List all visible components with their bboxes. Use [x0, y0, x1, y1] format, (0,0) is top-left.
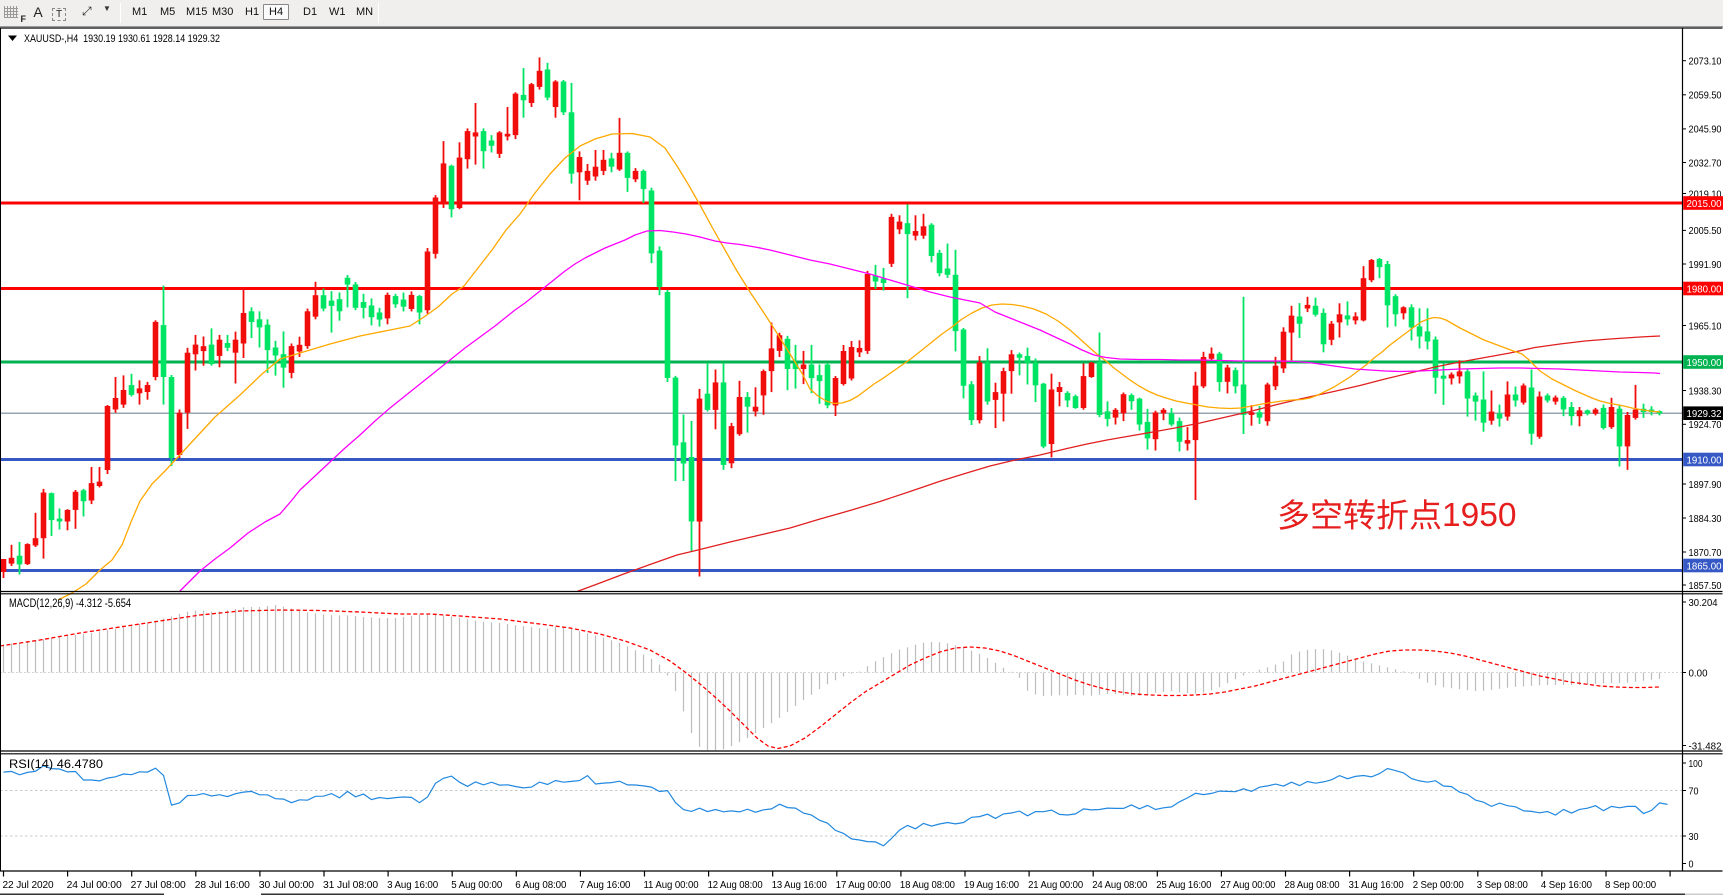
svg-text:1980.00: 1980.00 — [1687, 284, 1722, 295]
svg-text:-31.482: -31.482 — [1689, 741, 1722, 752]
svg-text:1870.70: 1870.70 — [1689, 548, 1722, 559]
svg-text:1857.50: 1857.50 — [1689, 581, 1722, 592]
svg-text:8 Sep 00:00: 8 Sep 00:00 — [1605, 880, 1657, 891]
svg-text:1950: 1950 — [1442, 497, 1517, 534]
svg-text:24 Jul 00:00: 24 Jul 00:00 — [67, 880, 123, 891]
svg-text:7 Aug 16:00: 7 Aug 16:00 — [579, 880, 631, 891]
svg-text:XAUUSD-,H4 1930.19 1930.61 19: XAUUSD-,H4 1930.19 1930.61 1928.14 1929.… — [24, 33, 220, 45]
svg-text:2073.10: 2073.10 — [1689, 57, 1722, 68]
svg-text:1884.30: 1884.30 — [1689, 514, 1722, 525]
svg-text:19 Aug 16:00: 19 Aug 16:00 — [964, 880, 1020, 891]
svg-text:17 Aug 00:00: 17 Aug 00:00 — [836, 880, 892, 891]
svg-text:2019.10: 2019.10 — [1689, 189, 1722, 200]
svg-text:RSI(14) 46.4780: RSI(14) 46.4780 — [9, 759, 103, 771]
svg-text:5 Aug 00:00: 5 Aug 00:00 — [451, 880, 503, 891]
svg-text:MACD(12,26,9) -4.312 -5.654: MACD(12,26,9) -4.312 -5.654 — [9, 598, 131, 610]
svg-text:12 Aug 08:00: 12 Aug 08:00 — [708, 880, 764, 891]
svg-text:1965.10: 1965.10 — [1689, 321, 1722, 332]
svg-text:18 Aug 08:00: 18 Aug 08:00 — [900, 880, 956, 891]
svg-text:2059.50: 2059.50 — [1689, 91, 1722, 102]
svg-text:1924.70: 1924.70 — [1689, 420, 1722, 431]
svg-text:3 Sep 08:00: 3 Sep 08:00 — [1477, 880, 1529, 891]
svg-text:28 Aug 08:00: 28 Aug 08:00 — [1285, 880, 1341, 891]
svg-text:30 Jul 00:00: 30 Jul 00:00 — [259, 880, 315, 891]
svg-text:13 Aug 16:00: 13 Aug 16:00 — [772, 880, 828, 891]
svg-text:24 Aug 08:00: 24 Aug 08:00 — [1092, 880, 1148, 891]
svg-text:11 Aug 00:00: 11 Aug 00:00 — [644, 880, 700, 891]
svg-text:31 Jul 08:00: 31 Jul 08:00 — [323, 880, 379, 891]
svg-text:22 Jul 2020: 22 Jul 2020 — [3, 880, 55, 891]
svg-text:6 Aug 08:00: 6 Aug 08:00 — [515, 880, 567, 891]
svg-text:1950.00: 1950.00 — [1687, 358, 1722, 369]
svg-text:1865.00: 1865.00 — [1687, 561, 1722, 572]
svg-text:4 Sep 16:00: 4 Sep 16:00 — [1541, 880, 1593, 891]
svg-text:27 Aug 00:00: 27 Aug 00:00 — [1220, 880, 1276, 891]
svg-text:27 Jul 08:00: 27 Jul 08:00 — [131, 880, 187, 891]
svg-text:1991.90: 1991.90 — [1689, 260, 1722, 271]
svg-text:28 Jul 16:00: 28 Jul 16:00 — [195, 880, 251, 891]
svg-text:2045.90: 2045.90 — [1689, 125, 1722, 136]
svg-text:0.00: 0.00 — [1689, 668, 1708, 679]
svg-text:2 Sep 00:00: 2 Sep 00:00 — [1413, 880, 1465, 891]
svg-text:25 Aug 16:00: 25 Aug 16:00 — [1156, 880, 1212, 891]
svg-text:1897.90: 1897.90 — [1689, 480, 1722, 491]
svg-text:0: 0 — [1689, 859, 1694, 870]
svg-text:30.204: 30.204 — [1689, 598, 1718, 609]
svg-text:31 Aug 16:00: 31 Aug 16:00 — [1349, 880, 1405, 891]
svg-text:1910.00: 1910.00 — [1687, 455, 1722, 466]
svg-text:2005.50: 2005.50 — [1689, 226, 1722, 237]
svg-text:100: 100 — [1689, 759, 1703, 770]
svg-text:1929.32: 1929.32 — [1687, 409, 1722, 420]
svg-text:1938.30: 1938.30 — [1689, 386, 1722, 397]
svg-text:3 Aug 16:00: 3 Aug 16:00 — [387, 880, 439, 891]
svg-text:2015.00: 2015.00 — [1687, 199, 1722, 210]
svg-text:2032.70: 2032.70 — [1689, 158, 1722, 169]
svg-text:21 Aug 00:00: 21 Aug 00:00 — [1028, 880, 1084, 891]
svg-text:30: 30 — [1689, 832, 1699, 843]
svg-text:70: 70 — [1689, 786, 1699, 797]
